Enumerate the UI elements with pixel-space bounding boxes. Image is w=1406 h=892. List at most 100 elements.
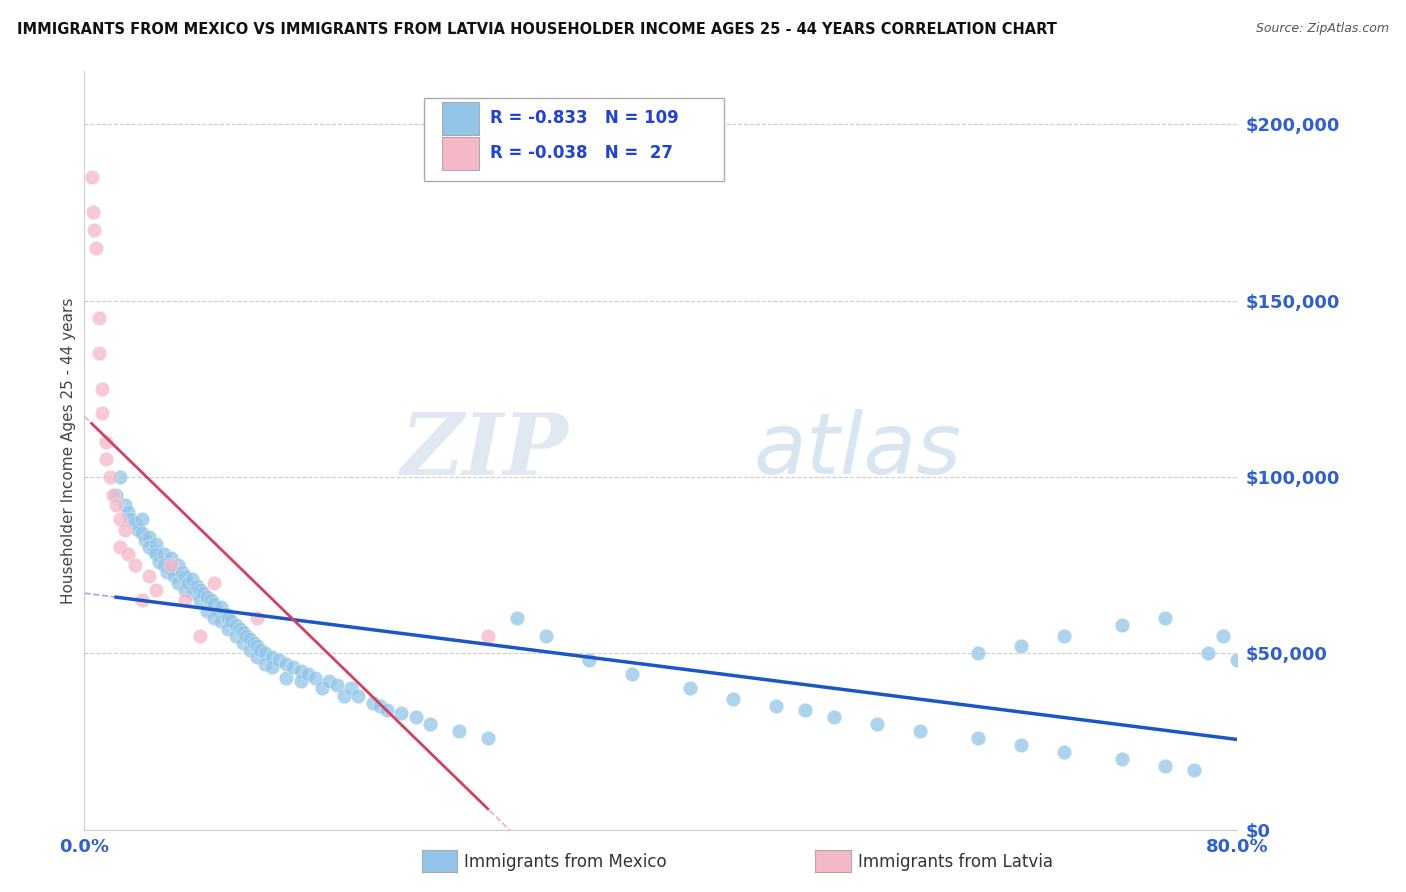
- Point: [87, 346, 110, 360]
- Point: [202, 611, 225, 625]
- Point: [82, 205, 104, 219]
- Point: [1226, 653, 1249, 667]
- Point: [181, 586, 204, 600]
- Point: [794, 703, 817, 717]
- Point: [229, 622, 252, 636]
- Point: [138, 568, 160, 582]
- Point: [246, 639, 269, 653]
- Point: [823, 709, 845, 723]
- Point: [340, 681, 363, 696]
- Point: [87, 311, 110, 326]
- Point: [214, 607, 236, 622]
- FancyBboxPatch shape: [425, 98, 724, 181]
- Point: [110, 470, 132, 484]
- Point: [117, 548, 139, 562]
- Point: [1198, 646, 1220, 660]
- Point: [290, 664, 312, 678]
- Point: [202, 575, 225, 590]
- Point: [205, 604, 228, 618]
- Point: [621, 667, 644, 681]
- Point: [276, 657, 298, 671]
- Point: [325, 678, 347, 692]
- Point: [477, 731, 499, 745]
- Point: [225, 629, 247, 643]
- Point: [375, 703, 398, 717]
- Point: [114, 523, 136, 537]
- Point: [765, 699, 787, 714]
- Point: [405, 709, 427, 723]
- Point: [209, 600, 232, 615]
- Point: [209, 615, 232, 629]
- Text: Immigrants from Mexico: Immigrants from Mexico: [464, 853, 666, 871]
- Point: [195, 590, 218, 604]
- Point: [297, 667, 319, 681]
- Point: [253, 657, 276, 671]
- Text: R = -0.833   N = 109: R = -0.833 N = 109: [491, 110, 679, 128]
- Point: [105, 487, 128, 501]
- Point: [84, 241, 107, 255]
- Point: [110, 512, 132, 526]
- Point: [477, 629, 499, 643]
- Point: [311, 681, 333, 696]
- Point: [98, 470, 121, 484]
- Point: [276, 671, 298, 685]
- Point: [131, 593, 153, 607]
- Point: [391, 706, 413, 721]
- Point: [152, 548, 174, 562]
- Point: [578, 653, 600, 667]
- Point: [361, 696, 384, 710]
- Point: [83, 223, 105, 237]
- Point: [177, 575, 200, 590]
- Point: [290, 674, 312, 689]
- Point: [235, 629, 257, 643]
- Point: [186, 579, 208, 593]
- Point: [160, 558, 183, 572]
- Point: [506, 611, 529, 625]
- Text: atlas: atlas: [754, 409, 962, 492]
- Point: [1154, 611, 1177, 625]
- Point: [239, 642, 262, 657]
- Point: [239, 632, 262, 647]
- Point: [1053, 745, 1076, 759]
- Point: [90, 382, 112, 396]
- Point: [967, 731, 990, 745]
- Text: ZIP: ZIP: [401, 409, 568, 492]
- Point: [218, 622, 240, 636]
- Point: [304, 671, 326, 685]
- Point: [267, 653, 290, 667]
- Point: [283, 660, 305, 674]
- Point: [866, 716, 889, 731]
- Point: [117, 505, 139, 519]
- Point: [174, 568, 197, 582]
- Point: [188, 593, 211, 607]
- Point: [131, 526, 153, 541]
- Point: [318, 674, 340, 689]
- Point: [1154, 759, 1177, 773]
- Point: [1053, 629, 1076, 643]
- Point: [94, 452, 117, 467]
- Point: [80, 170, 103, 185]
- Point: [181, 572, 204, 586]
- Point: [253, 646, 276, 660]
- Point: [110, 541, 132, 555]
- Point: [243, 635, 266, 649]
- Point: [172, 565, 194, 579]
- Point: [246, 649, 269, 664]
- Point: [679, 681, 702, 696]
- Point: [145, 548, 167, 562]
- Point: [105, 498, 128, 512]
- Point: [534, 629, 557, 643]
- Point: [103, 487, 124, 501]
- Point: [260, 660, 283, 674]
- FancyBboxPatch shape: [441, 102, 478, 135]
- Point: [163, 568, 186, 582]
- Point: [333, 689, 356, 703]
- Point: [188, 629, 211, 643]
- Point: [1010, 738, 1032, 752]
- Point: [1111, 752, 1133, 766]
- Point: [347, 689, 370, 703]
- Point: [167, 575, 190, 590]
- Point: [160, 561, 183, 575]
- Point: [202, 597, 225, 611]
- Point: [1212, 629, 1234, 643]
